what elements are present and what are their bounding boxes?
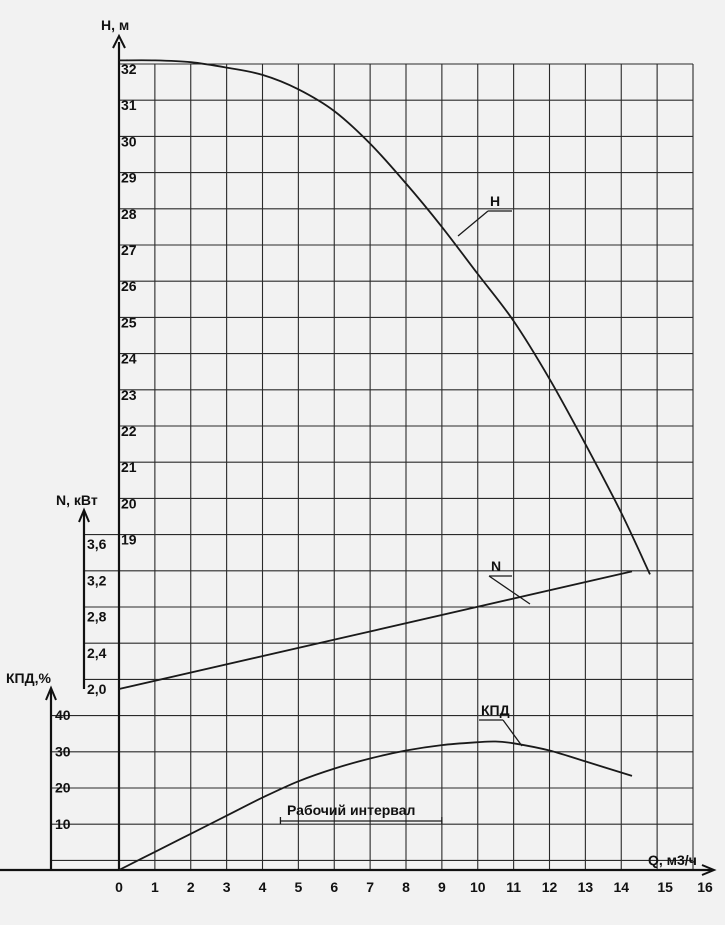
q-axis-arrow-icon — [701, 864, 717, 876]
q-tick-label: 3 — [223, 879, 231, 895]
h-axis-arrow-icon — [112, 33, 126, 49]
q-tick-label: 2 — [187, 879, 195, 895]
h-tick-label: 32 — [121, 61, 137, 77]
eff-tick-label: 40 — [55, 707, 71, 723]
n-curve-label-leader — [488, 575, 531, 605]
h-tick-label: 31 — [121, 97, 137, 113]
n-tick-label: 2,8 — [87, 609, 107, 625]
n-axis-label: N, кВт — [56, 492, 98, 508]
h-tick-label: 20 — [121, 495, 137, 511]
curve-labels: H N КПД — [279, 193, 531, 824]
h-tick-label: 19 — [121, 532, 137, 548]
h-curve — [118, 59, 651, 575]
h-tick-label: 29 — [121, 170, 137, 186]
q-tick-label: 9 — [438, 879, 446, 895]
n-tick-label: 2,4 — [87, 645, 107, 661]
n-curve-label: N — [491, 558, 501, 574]
q-tick-label: 7 — [366, 879, 374, 895]
n-curve — [118, 570, 633, 690]
working-interval-bracket — [279, 817, 443, 824]
h-tick-label: 26 — [121, 278, 137, 294]
q-tick-label: 16 — [697, 879, 713, 895]
working-interval-label: Рабочий интервал — [287, 802, 415, 818]
q-tick-label: 14 — [613, 879, 629, 895]
h-tick-label: 24 — [121, 351, 137, 367]
axes — [0, 33, 717, 876]
efficiency-curve — [118, 740, 633, 871]
n-tick-label: 3,6 — [87, 536, 107, 552]
eff-axis-label: КПД,% — [6, 670, 51, 686]
q-tick-label: 1 — [151, 879, 159, 895]
n-axis-arrow-icon — [78, 507, 90, 523]
q-axis-label: Q, м3/ч — [648, 852, 697, 868]
curves — [118, 59, 651, 871]
efficiency-curve-label-leader — [479, 719, 523, 747]
q-tick-label: 15 — [657, 879, 673, 895]
h-tick-label: 28 — [121, 206, 137, 222]
n-tick-label: 3,2 — [87, 572, 107, 588]
q-tick-label: 11 — [506, 879, 521, 895]
h-tick-label: 27 — [121, 242, 137, 258]
h-axis-label: H, м — [101, 17, 129, 33]
efficiency-curve-label: КПД — [481, 702, 510, 718]
h-tick-label: 21 — [121, 459, 137, 475]
h-tick-label: 23 — [121, 387, 137, 403]
h-curve-label-leader — [457, 210, 512, 237]
q-tick-label: 8 — [402, 879, 410, 895]
q-tick-label: 12 — [542, 879, 558, 895]
n-tick-label: 2,0 — [87, 681, 107, 697]
h-tick-label: 30 — [121, 133, 137, 149]
q-tick-label: 5 — [294, 879, 302, 895]
q-tick-label: 6 — [330, 879, 338, 895]
eff-axis-arrow-icon — [45, 685, 57, 701]
q-tick-label: 4 — [259, 879, 267, 895]
q-tick-label: 0 — [115, 879, 123, 895]
eff-tick-label: 30 — [55, 743, 71, 759]
h-tick-label: 25 — [121, 314, 137, 330]
h-tick-label: 22 — [121, 423, 137, 439]
q-tick-label: 13 — [578, 879, 594, 895]
q-tick-label: 10 — [470, 879, 486, 895]
h-curve-label: H — [490, 193, 500, 209]
eff-tick-label: 20 — [55, 780, 71, 796]
tick-labels: 0 1 2 3 4 5 6 7 8 9 10 11 12 13 14 15 163231302928272625… — [55, 61, 713, 895]
grid — [51, 63, 694, 870]
eff-tick-label: 10 — [55, 816, 71, 832]
